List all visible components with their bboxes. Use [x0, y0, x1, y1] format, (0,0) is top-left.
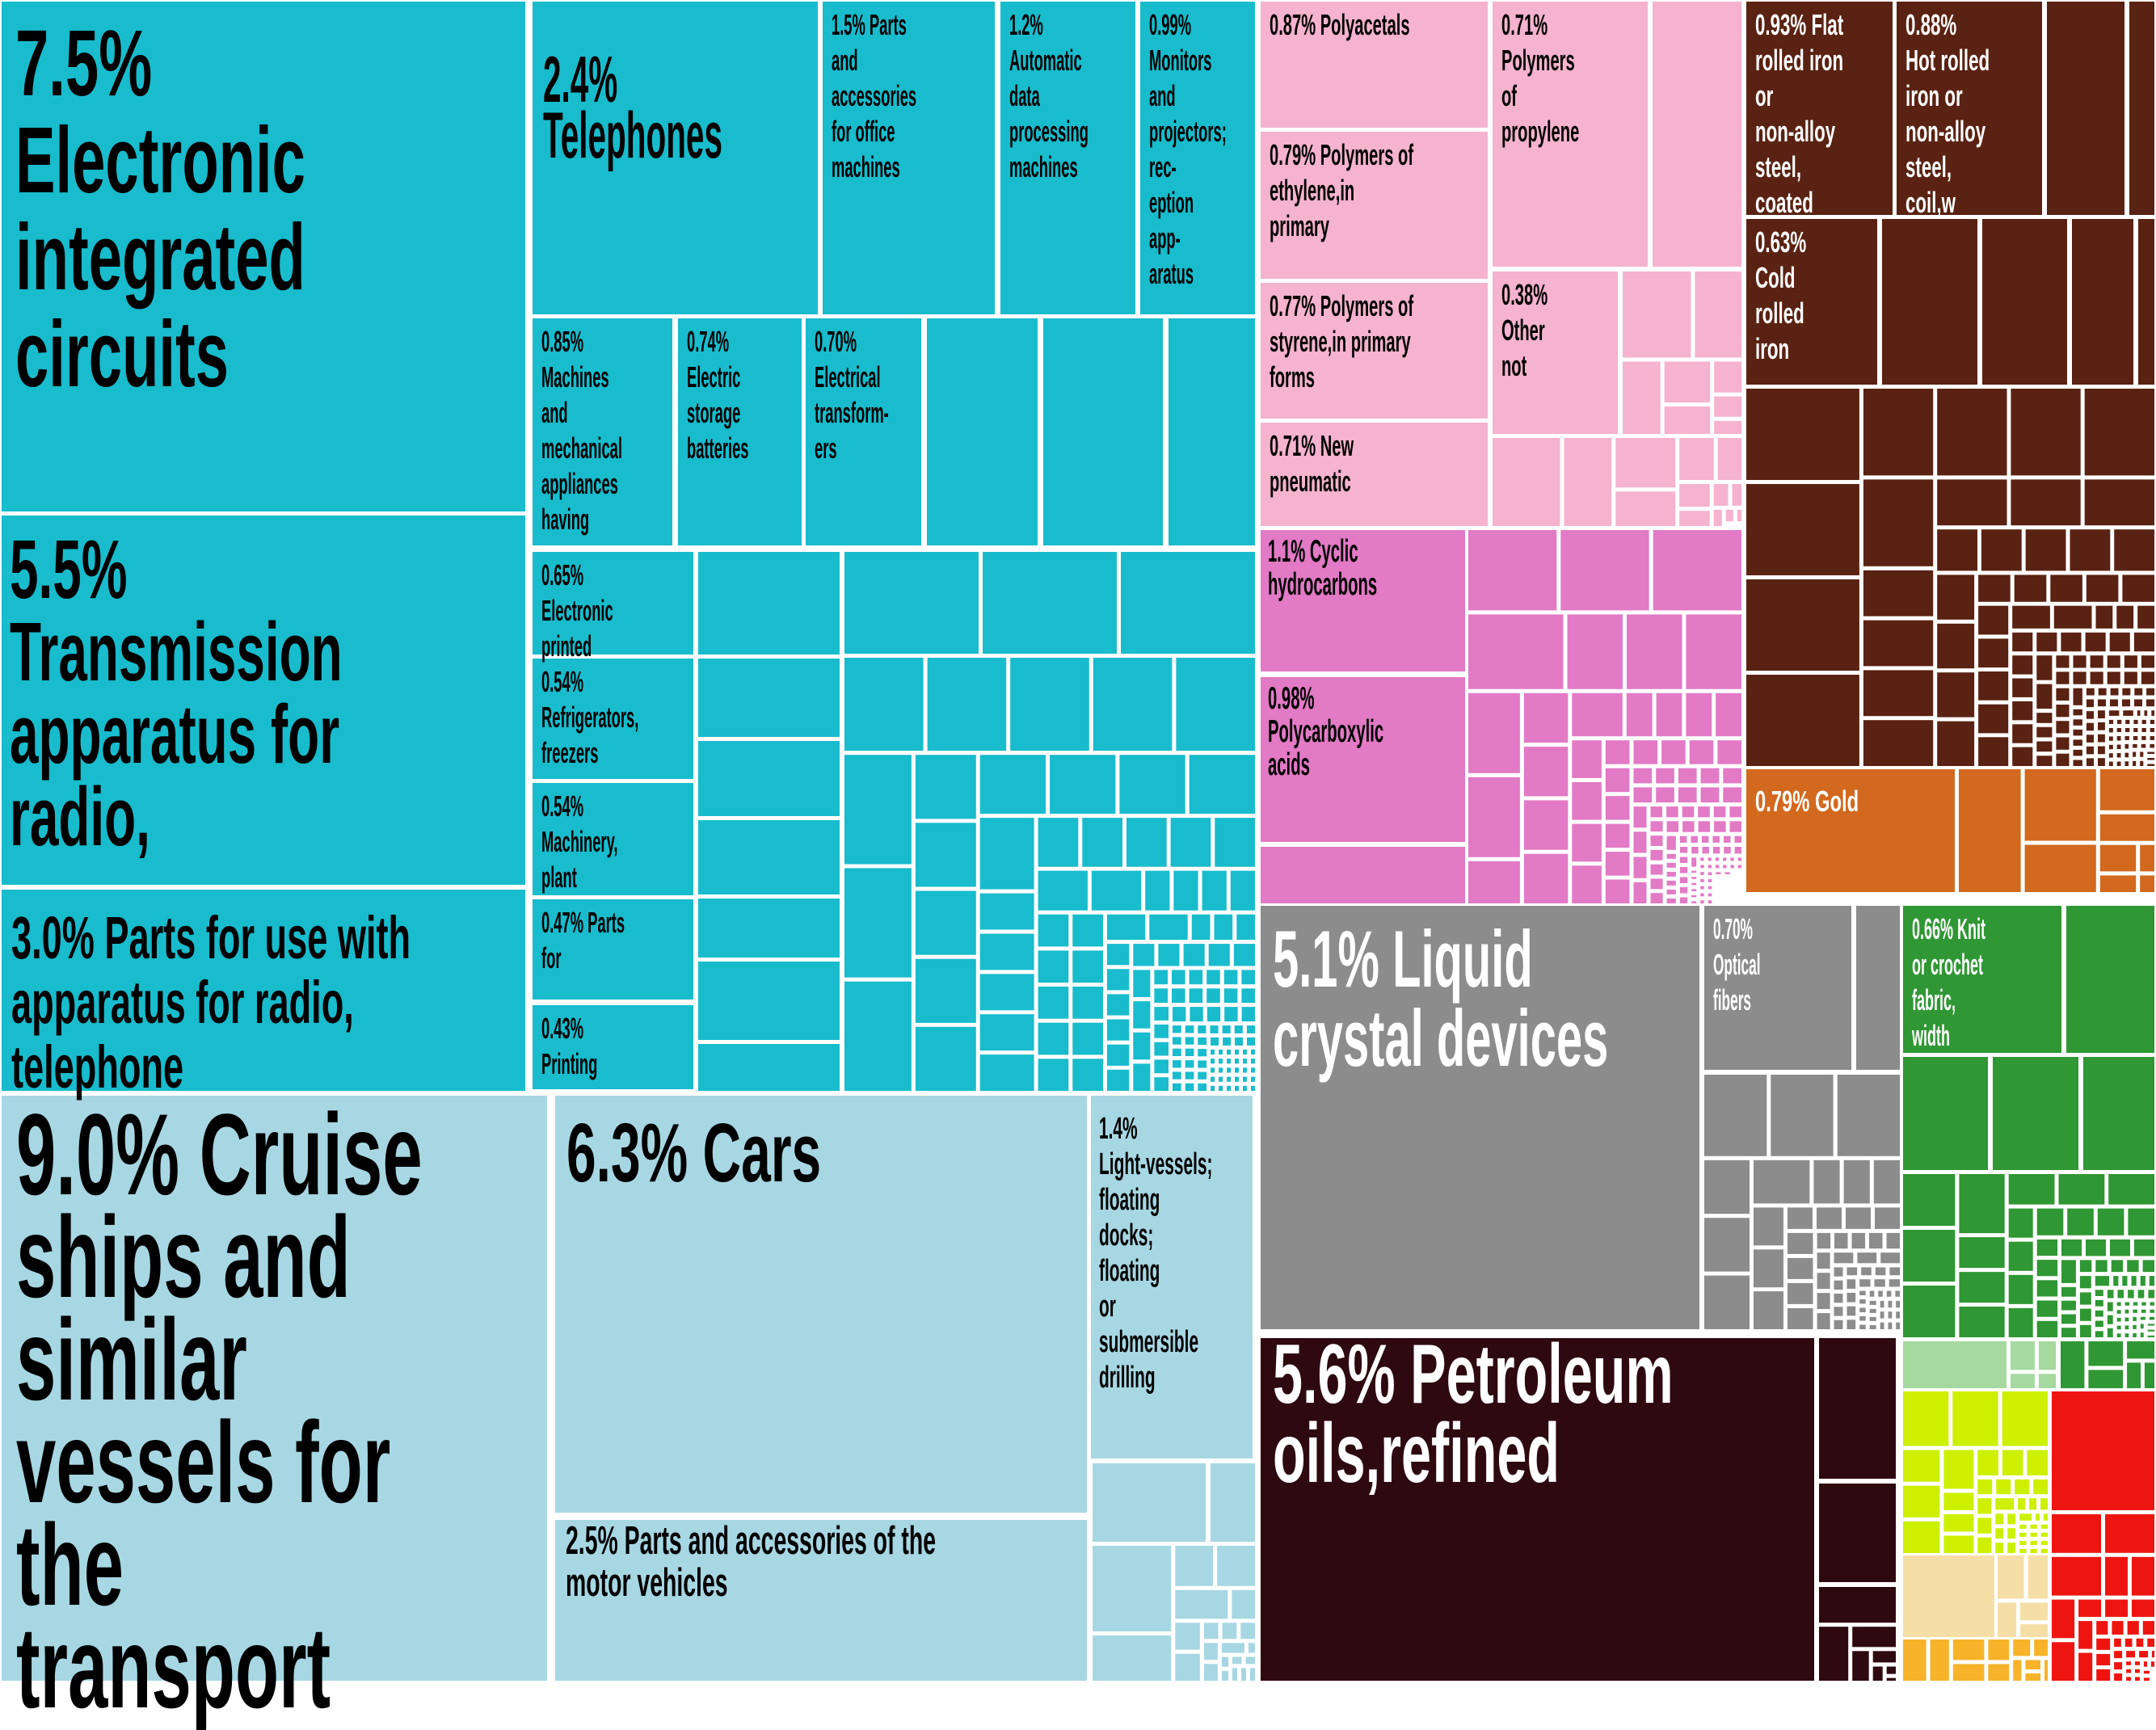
- svg-text:0.54%Machinery,plant: 0.54% Machinery, plant: [541, 791, 618, 894]
- svg-text:2.5% Parts and accessories of: 2.5% Parts and accessories of the motor v…: [566, 1519, 936, 1605]
- svg-text:2.4%Telephones: 2.4% Telephones: [543, 43, 722, 172]
- svg-text:0.79% Gold: 0.79% Gold: [1755, 785, 1859, 818]
- svg-text:0.87% Polyacetals: 0.87% Polyacetals: [1270, 10, 1410, 41]
- svg-text:0.43%Printing: 0.43% Printing: [541, 1013, 597, 1081]
- svg-text:0.54%Refrigerators,freezers: 0.54% Refrigerators, freezers: [541, 667, 638, 770]
- svg-text:6.3% Cars: 6.3% Cars: [566, 1107, 821, 1199]
